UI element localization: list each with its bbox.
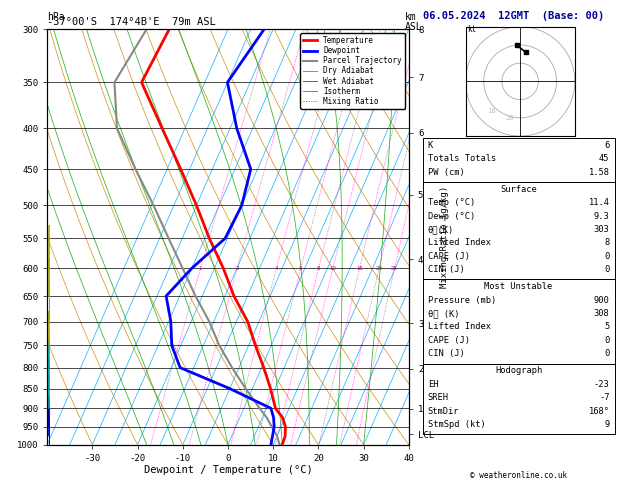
Text: Temp (°C): Temp (°C)	[428, 198, 475, 208]
Text: 0: 0	[604, 265, 610, 274]
Text: StmSpd (kt): StmSpd (kt)	[428, 420, 486, 429]
Text: 303: 303	[594, 225, 610, 234]
Text: 15: 15	[356, 266, 363, 271]
Text: θᴇ (K): θᴇ (K)	[428, 309, 459, 318]
Text: ASL: ASL	[404, 21, 422, 32]
X-axis label: Dewpoint / Temperature (°C): Dewpoint / Temperature (°C)	[143, 466, 313, 475]
Text: hPa: hPa	[47, 12, 65, 22]
Text: 6: 6	[299, 266, 303, 271]
Text: -23: -23	[594, 380, 610, 389]
Text: 168°: 168°	[589, 407, 610, 416]
Text: 20: 20	[505, 115, 513, 121]
Legend: Temperature, Dewpoint, Parcel Trajectory, Dry Adiabat, Wet Adiabat, Isotherm, Mi: Temperature, Dewpoint, Parcel Trajectory…	[301, 33, 405, 109]
Text: Surface: Surface	[500, 185, 537, 194]
Text: 8: 8	[604, 238, 610, 247]
Text: K: K	[428, 141, 433, 150]
Text: StmDir: StmDir	[428, 407, 459, 416]
Text: Dewp (°C): Dewp (°C)	[428, 212, 475, 221]
Y-axis label: Mixing Ratio (g/kg): Mixing Ratio (g/kg)	[440, 186, 448, 288]
Text: 5: 5	[604, 323, 610, 331]
Text: Most Unstable: Most Unstable	[484, 282, 553, 292]
Text: 20: 20	[376, 266, 382, 271]
Text: 25: 25	[391, 266, 398, 271]
Text: CAPE (J): CAPE (J)	[428, 252, 470, 261]
Text: 4: 4	[275, 266, 278, 271]
Text: 6: 6	[604, 141, 610, 150]
Text: 1: 1	[199, 266, 203, 271]
Text: -7: -7	[599, 393, 610, 402]
Text: Totals Totals: Totals Totals	[428, 155, 496, 163]
Text: PW (cm): PW (cm)	[428, 168, 464, 177]
Text: © weatheronline.co.uk: © weatheronline.co.uk	[470, 471, 567, 480]
Text: 10: 10	[487, 107, 495, 114]
Text: 11.4: 11.4	[589, 198, 610, 208]
Text: Hodograph: Hodograph	[495, 366, 542, 376]
Text: CIN (J): CIN (J)	[428, 265, 464, 274]
Text: Lifted Index: Lifted Index	[428, 323, 491, 331]
Text: 9: 9	[604, 420, 610, 429]
Text: Lifted Index: Lifted Index	[428, 238, 491, 247]
Text: Pressure (mb): Pressure (mb)	[428, 295, 496, 305]
Text: 10: 10	[330, 266, 337, 271]
Text: 0: 0	[604, 336, 610, 345]
Text: EH: EH	[428, 380, 438, 389]
Text: SREH: SREH	[428, 393, 448, 402]
Text: -37°00'S  174°4B'E  79m ASL: -37°00'S 174°4B'E 79m ASL	[47, 17, 216, 27]
Text: 900: 900	[594, 295, 610, 305]
Text: 308: 308	[594, 309, 610, 318]
Text: 2: 2	[235, 266, 239, 271]
Text: CIN (J): CIN (J)	[428, 349, 464, 358]
Text: 06.05.2024  12GMT  (Base: 00): 06.05.2024 12GMT (Base: 00)	[423, 11, 604, 21]
Text: θᴇ(K): θᴇ(K)	[428, 225, 454, 234]
Text: 1.58: 1.58	[589, 168, 610, 177]
Text: km: km	[404, 12, 416, 22]
Text: kt: kt	[467, 25, 477, 34]
Text: 8: 8	[317, 266, 320, 271]
Text: 45: 45	[599, 155, 610, 163]
Text: 0: 0	[604, 252, 610, 261]
Text: 9.3: 9.3	[594, 212, 610, 221]
Text: 0: 0	[604, 349, 610, 358]
Text: CAPE (J): CAPE (J)	[428, 336, 470, 345]
